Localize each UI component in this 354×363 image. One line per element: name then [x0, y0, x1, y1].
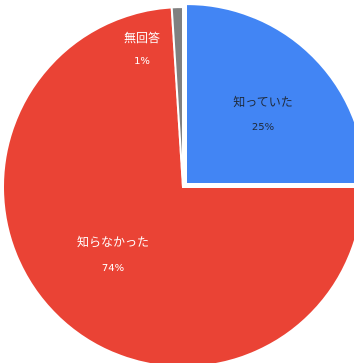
pie-slice-1 — [2, 6, 354, 363]
pie-slice-label-0: 知っていた — [233, 95, 292, 109]
pie-slice-label-1: 知らなかった — [77, 235, 149, 249]
pie-slice-value-2: 1% — [134, 56, 150, 67]
pie-slice-label-2: 無回答 — [124, 30, 160, 45]
pie-slice-0 — [185, 2, 354, 185]
pie-slice-value-0: 25% — [252, 122, 274, 133]
pie-slice-2 — [170, 5, 184, 188]
pie-slice-value-1: 74% — [102, 263, 124, 274]
